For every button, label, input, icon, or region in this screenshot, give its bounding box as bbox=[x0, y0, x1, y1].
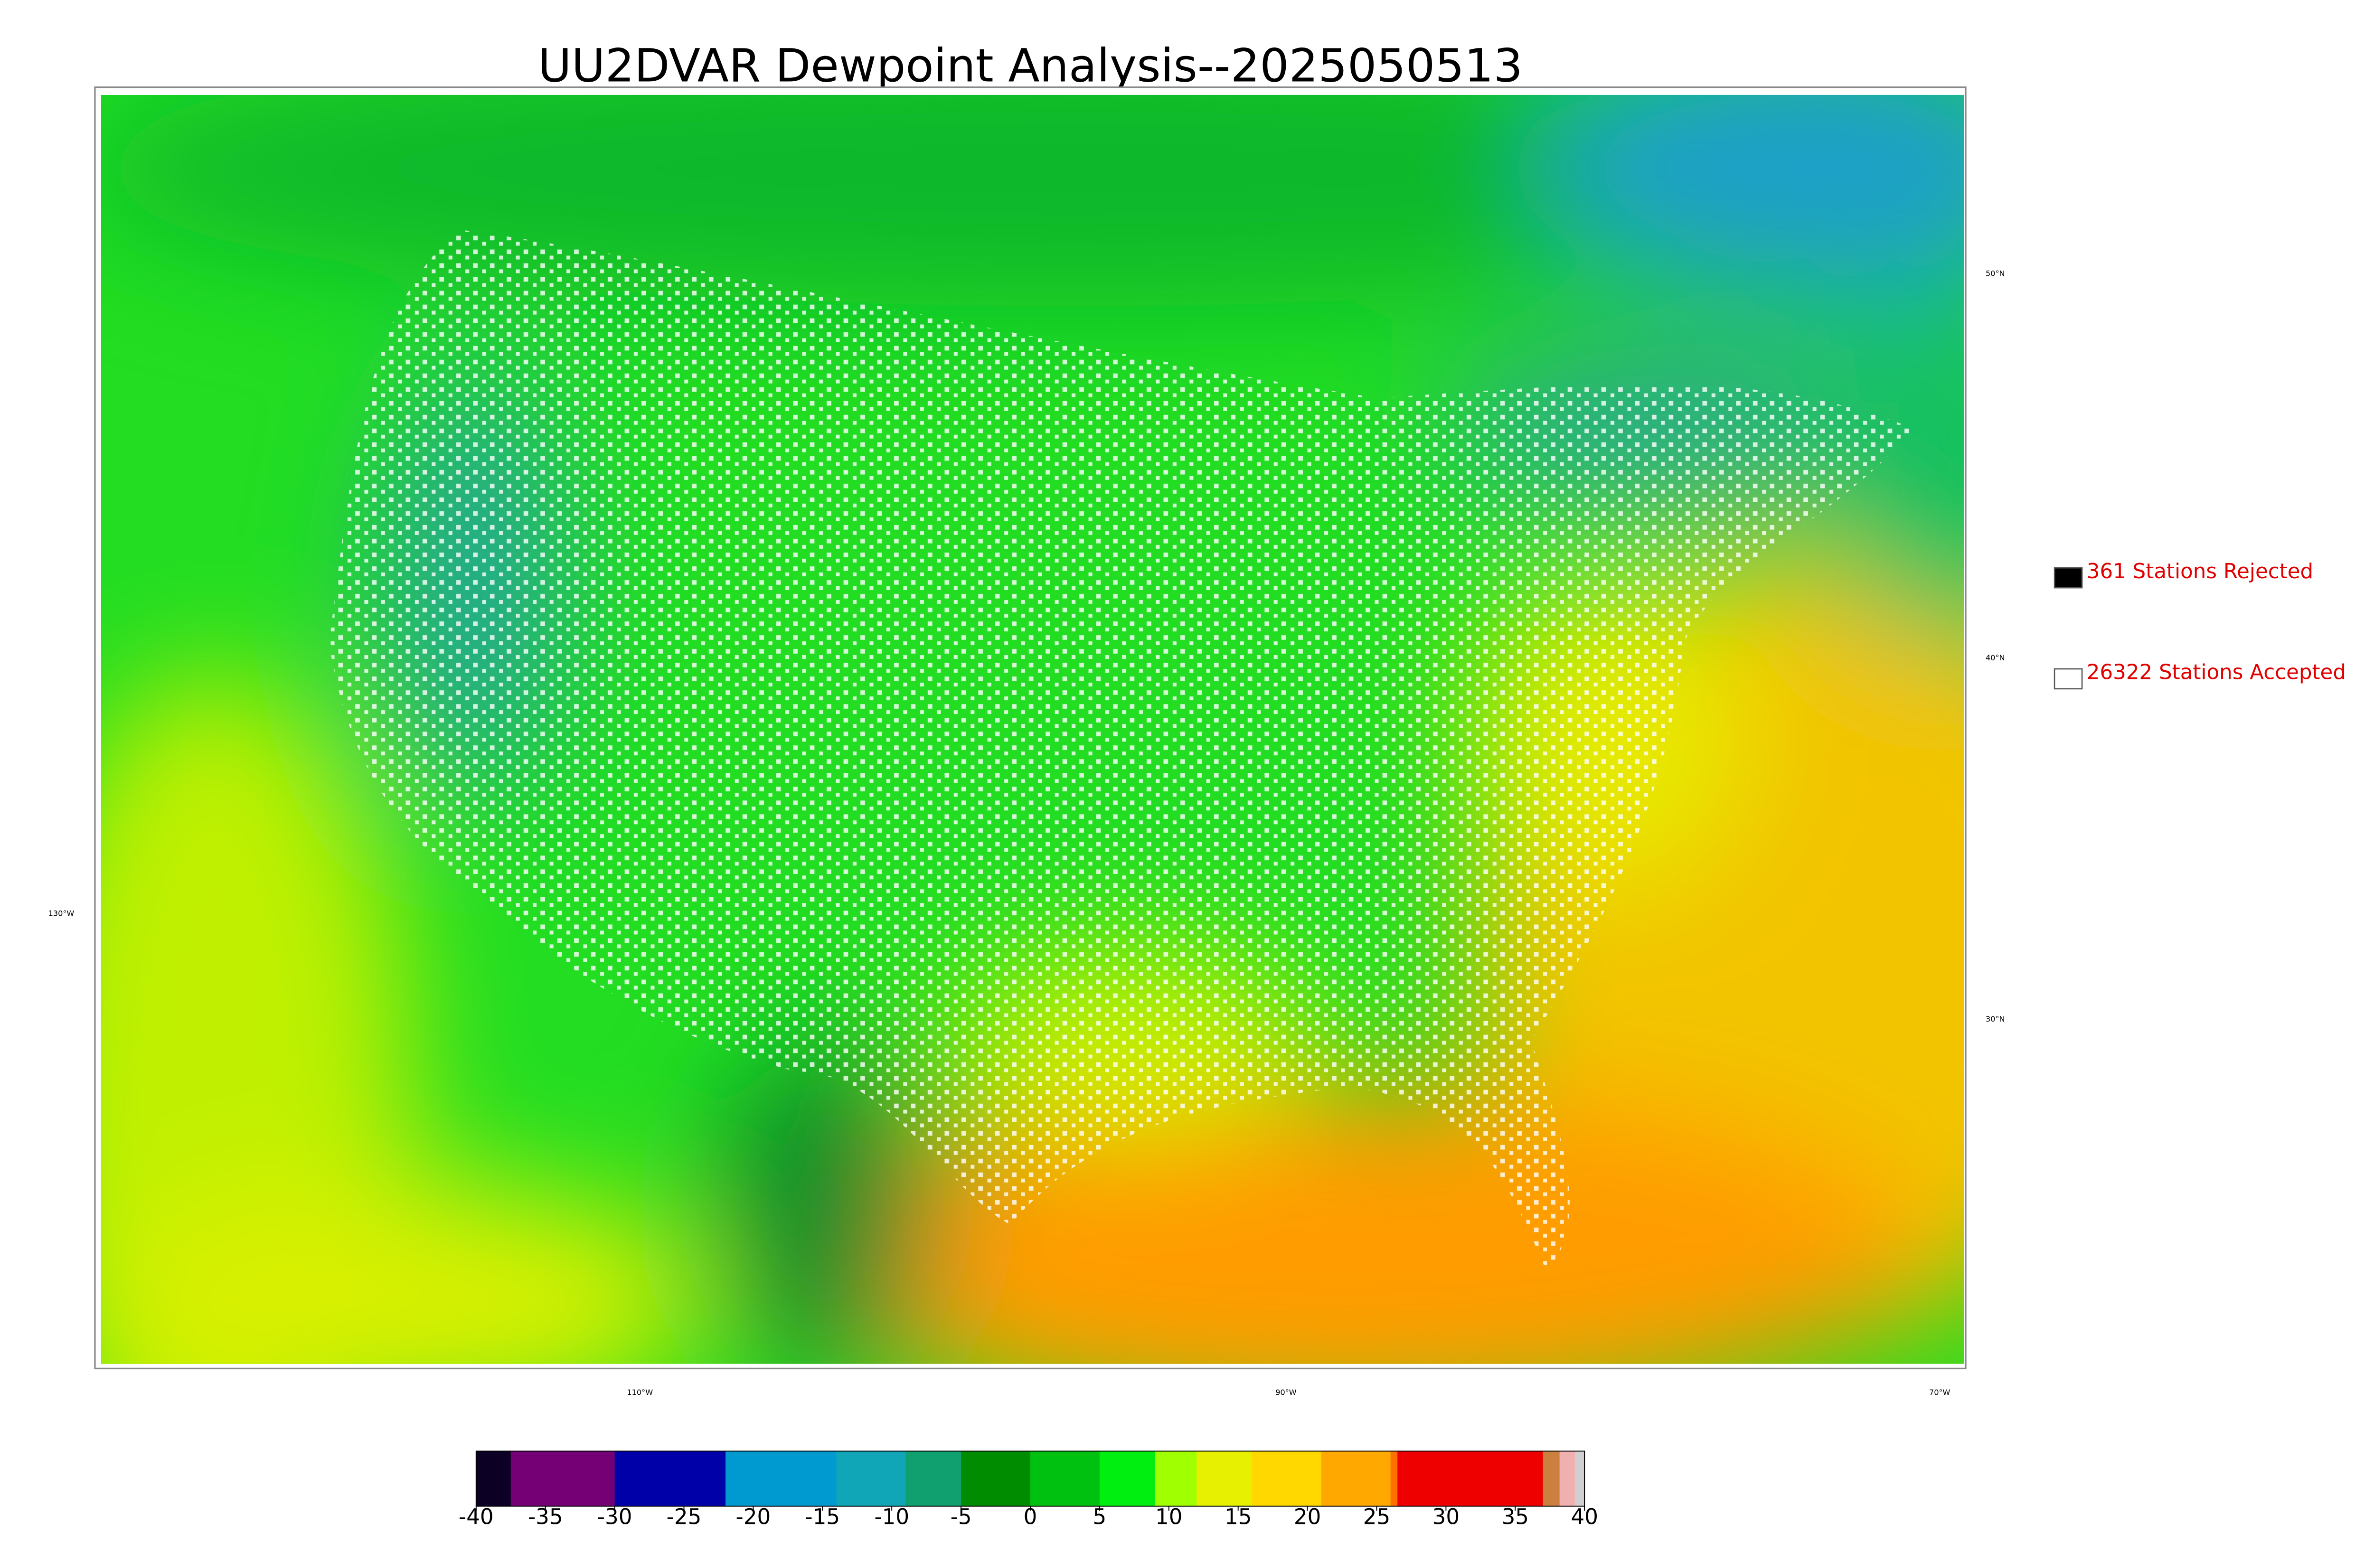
legend-swatch bbox=[2054, 567, 2083, 589]
map bbox=[101, 94, 1964, 1364]
colorbar-segment bbox=[510, 1451, 615, 1506]
colorbar-segment bbox=[614, 1451, 726, 1506]
colorbar-segment bbox=[1390, 1451, 1398, 1506]
colorbar-tick-label: 30 bbox=[1432, 1504, 1460, 1530]
legend-swatch bbox=[2054, 668, 2083, 690]
colorbar-tick-label: 20 bbox=[1294, 1504, 1321, 1530]
colorbar-segment bbox=[725, 1451, 837, 1506]
legend: 361 Stations Rejected 26322 Stations Acce… bbox=[2054, 560, 2346, 690]
lon-label: 90°W bbox=[1275, 1388, 1297, 1397]
title: UU2DVAR Dewpoint Analysis--2025050513 bbox=[538, 38, 1523, 92]
colorbar-segment bbox=[905, 1451, 962, 1506]
colorbar-segment bbox=[1099, 1451, 1156, 1506]
colorbar-tick-label: 35 bbox=[1502, 1504, 1529, 1530]
colorbar-segment bbox=[1559, 1451, 1575, 1506]
colorbar-segment bbox=[1543, 1451, 1560, 1506]
colorbar-tick-label: -15 bbox=[805, 1504, 840, 1530]
legend-label: 26322 Stations Accepted bbox=[2087, 661, 2346, 685]
colorbar-tick-label: 0 bbox=[1024, 1504, 1037, 1530]
colorbar-tick-label: 25 bbox=[1363, 1504, 1390, 1530]
lat-label: 40°N bbox=[1986, 653, 2005, 662]
colorbar-tick-label: 5 bbox=[1093, 1504, 1107, 1530]
lon-label: 130°W bbox=[48, 909, 75, 918]
colorbar-tick-label: -25 bbox=[667, 1504, 702, 1530]
colorbar-segment bbox=[1196, 1451, 1253, 1506]
colorbar-tick-label: 10 bbox=[1155, 1504, 1182, 1530]
colorbar-tick-label: -5 bbox=[951, 1504, 972, 1530]
colorbar: -40 -35 -30 -25 -20 -15 -10 -5 0 5 10 15 20 25 30 35 40 bbox=[459, 1450, 1598, 1530]
colorbar-segment bbox=[1252, 1451, 1322, 1506]
colorbar-segment bbox=[476, 1451, 511, 1506]
colorbar-segment bbox=[836, 1451, 906, 1506]
lat-label: 50°N bbox=[1986, 269, 2005, 278]
lat-label: 30°N bbox=[1986, 1014, 2005, 1023]
colorbar-tick-label: 40 bbox=[1571, 1504, 1598, 1530]
colorbar-tick-label: 15 bbox=[1225, 1504, 1252, 1530]
graticule-labels: 50°N 40°N 30°N 130°W 110°W 90°W 70°W bbox=[48, 269, 2005, 1397]
colorbar-segment bbox=[1321, 1451, 1391, 1506]
station-dots bbox=[329, 229, 1914, 1271]
colorbar-segment bbox=[1155, 1451, 1197, 1506]
lon-label: 70°W bbox=[1929, 1388, 1950, 1397]
legend-label: 361 Stations Rejected bbox=[2087, 560, 2313, 583]
colorbar-tick-label: -30 bbox=[597, 1504, 632, 1530]
colorbar-tick-label: -40 bbox=[459, 1504, 494, 1530]
colorbar-segment bbox=[1030, 1451, 1100, 1506]
colorbar-segment bbox=[1397, 1451, 1544, 1506]
colorbar-segment bbox=[961, 1451, 1031, 1506]
colorbar-tick-label: -35 bbox=[528, 1504, 563, 1530]
lon-label: 110°W bbox=[627, 1388, 653, 1397]
colorbar-segment bbox=[1574, 1451, 1585, 1506]
colorbar-tick-label: -10 bbox=[874, 1504, 909, 1530]
colorbar-tick-label: -20 bbox=[736, 1504, 771, 1530]
